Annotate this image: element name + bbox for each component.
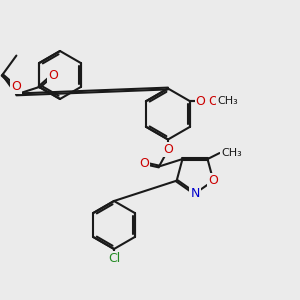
Text: O: O [196, 95, 206, 108]
Text: O: O [11, 80, 21, 94]
Text: Me: Me [223, 148, 239, 158]
Text: O: O [163, 143, 173, 157]
Text: CH₃: CH₃ [217, 96, 238, 106]
Text: O: O [208, 95, 218, 108]
Text: N: N [190, 187, 200, 200]
Text: O: O [208, 174, 218, 187]
Text: Cl: Cl [108, 252, 120, 265]
Text: CH₃: CH₃ [221, 148, 242, 158]
Text: O: O [139, 157, 149, 170]
Text: O: O [48, 68, 58, 82]
